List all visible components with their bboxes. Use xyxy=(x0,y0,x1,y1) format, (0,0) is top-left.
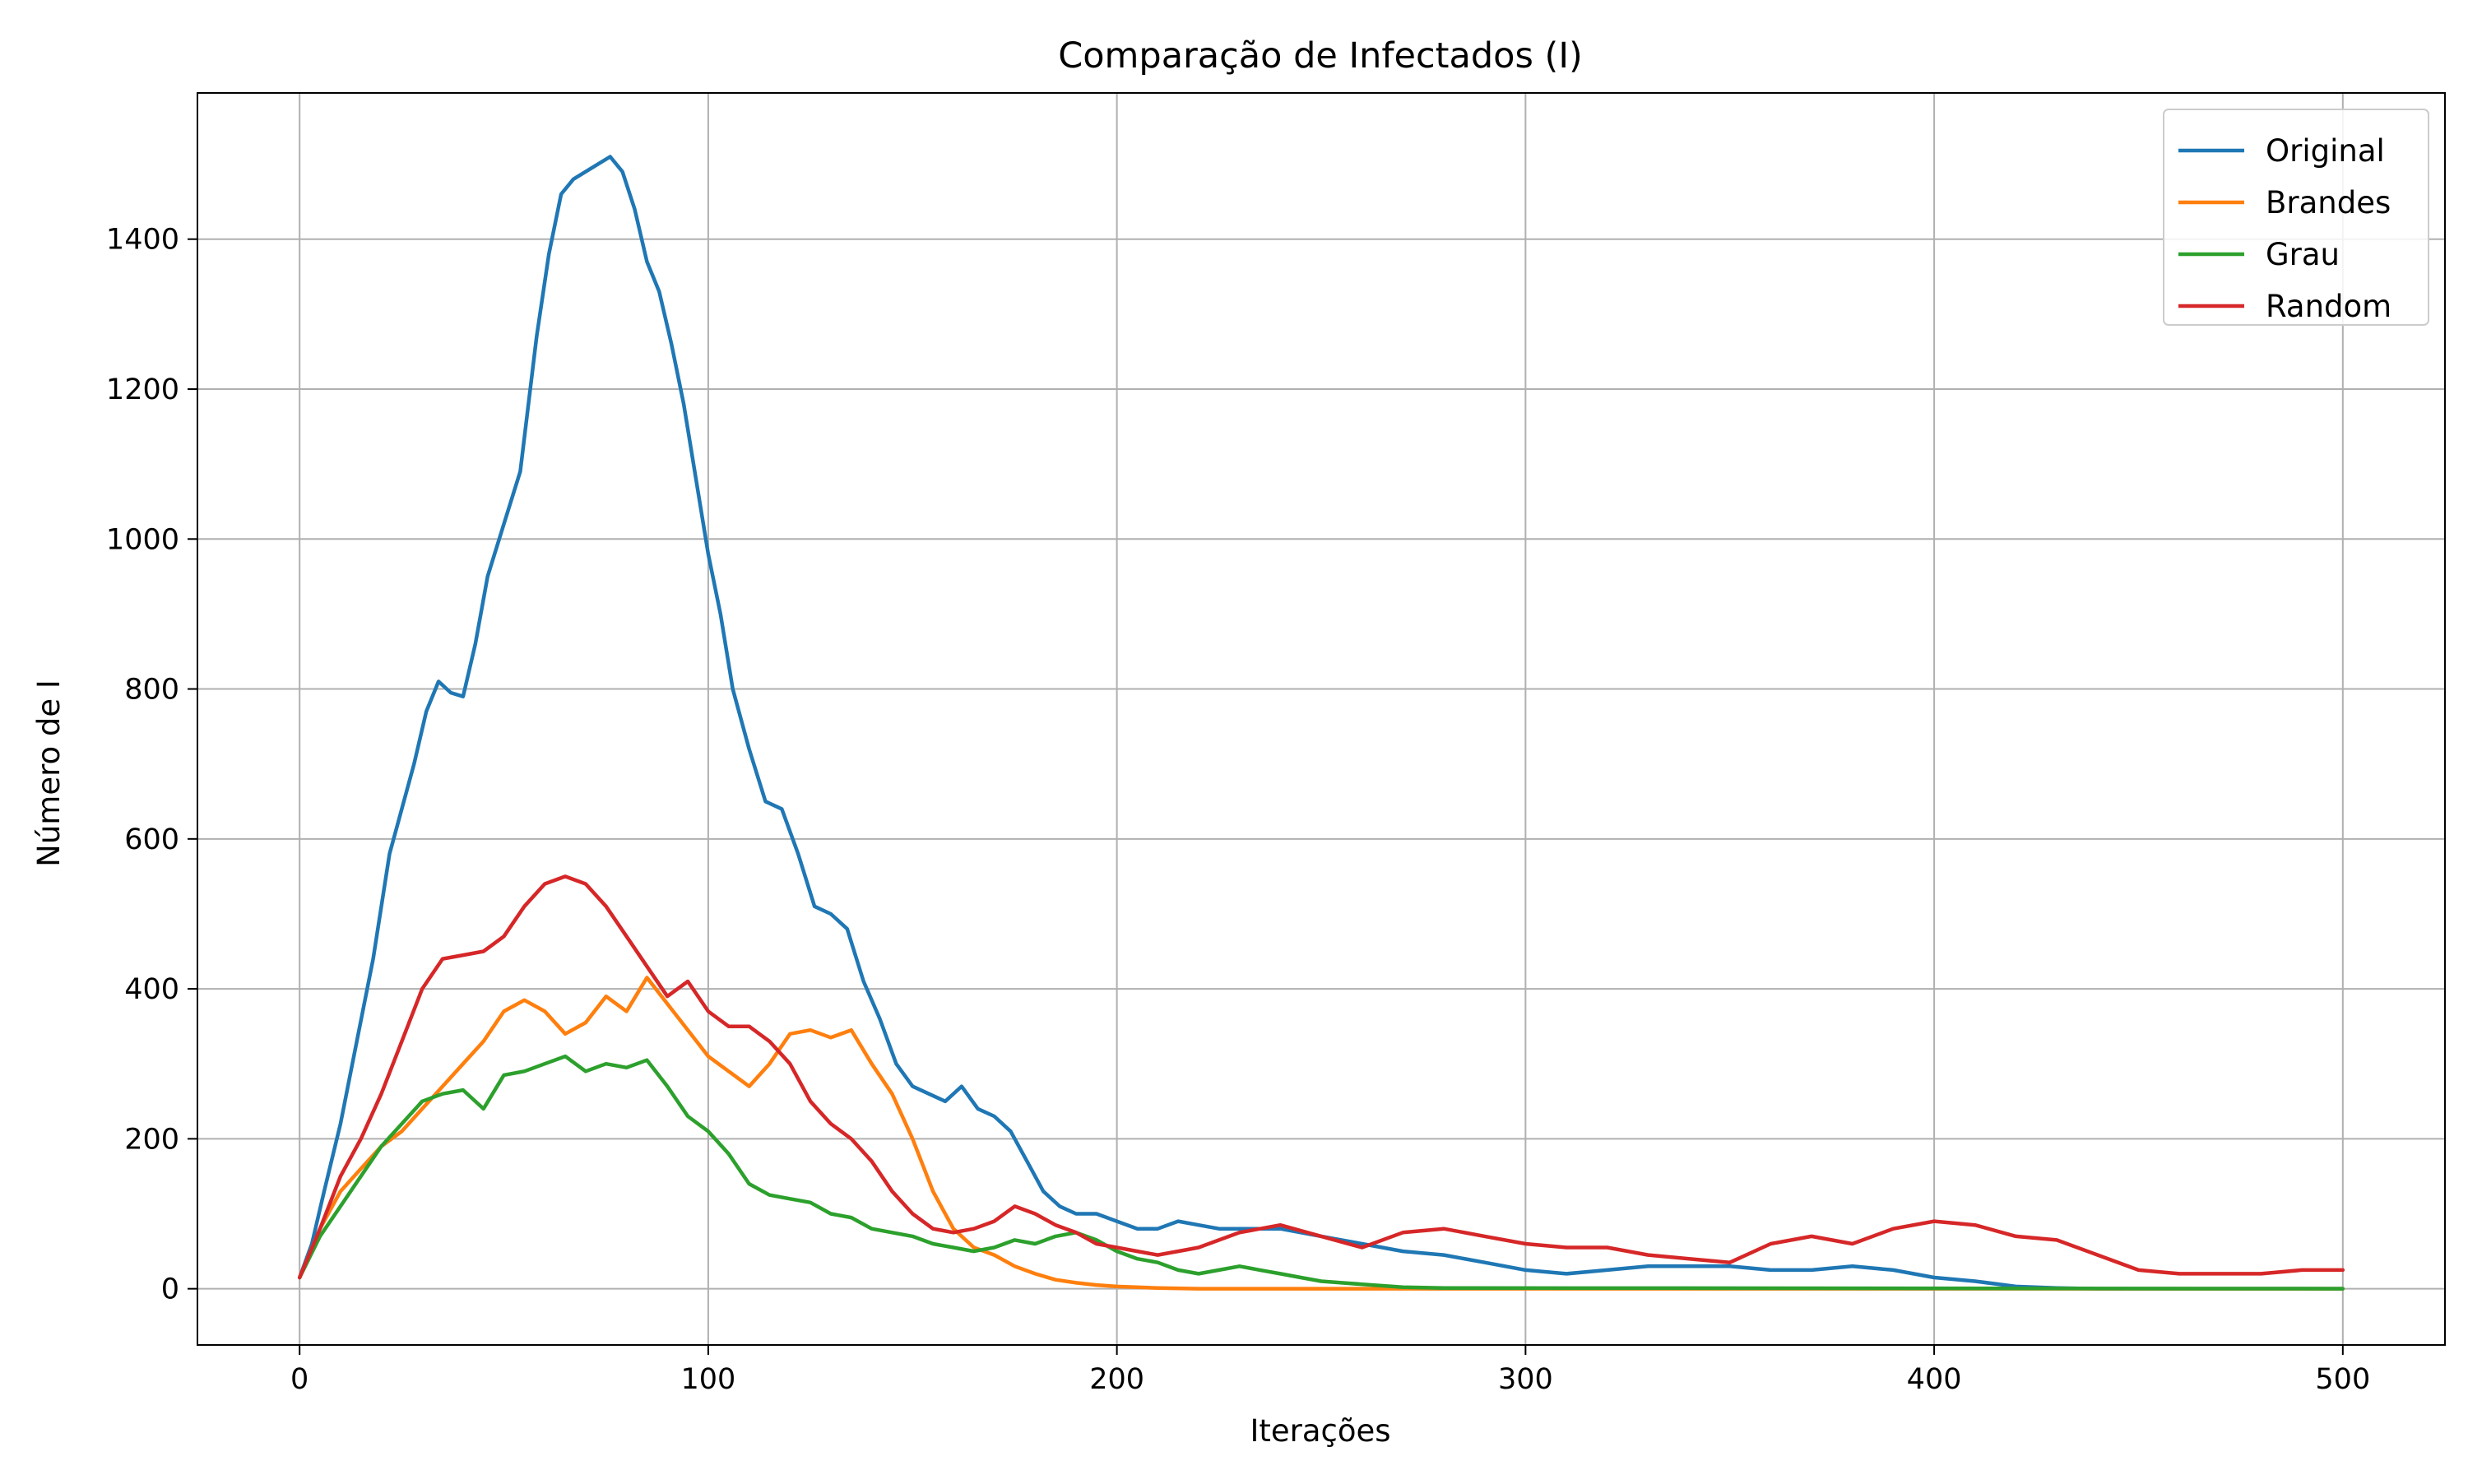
chart-title: Comparação de Infectados (I) xyxy=(1058,35,1583,77)
legend-label-random: Random xyxy=(2266,289,2391,324)
y-axis-label: Número de I xyxy=(31,679,67,867)
legend: Original Brandes Grau Random xyxy=(2163,109,2429,326)
series-line-brandes xyxy=(297,976,2345,1291)
x-tick-label: 300 xyxy=(1498,1363,1553,1396)
y-tick-label: 600 xyxy=(124,823,179,856)
axis-layer: 0 100 200 300 400 500 0 200 400 600 800 1000 1200 140… xyxy=(106,224,2370,1396)
x-tick-label: 500 xyxy=(2315,1363,2370,1396)
y-tick-label: 200 xyxy=(124,1123,179,1156)
series-line-random xyxy=(297,874,2345,1280)
y-tick-label: 0 xyxy=(161,1273,179,1306)
y-tick-label: 400 xyxy=(124,973,179,1006)
legend-label-grau: Grau xyxy=(2266,237,2340,272)
series-layer xyxy=(297,155,2345,1291)
series-line-original xyxy=(297,155,2345,1291)
y-tick-label: 1400 xyxy=(106,224,179,257)
y-tick-label: 800 xyxy=(124,674,179,707)
x-tick-label: 400 xyxy=(1907,1363,1962,1396)
x-tick-label: 0 xyxy=(290,1363,308,1396)
legend-label-brandes: Brandes xyxy=(2266,185,2391,220)
x-axis-label: Iterações xyxy=(1250,1413,1390,1449)
y-tick-label: 1000 xyxy=(106,523,179,556)
legend-label-original: Original xyxy=(2266,133,2385,169)
legend-box xyxy=(2163,109,2429,326)
x-tick-label: 100 xyxy=(681,1363,736,1396)
x-tick-label: 200 xyxy=(1089,1363,1144,1396)
plot-frame xyxy=(197,92,2446,1346)
y-tick-label: 1200 xyxy=(106,373,179,406)
series-line-grau xyxy=(297,1054,2345,1291)
